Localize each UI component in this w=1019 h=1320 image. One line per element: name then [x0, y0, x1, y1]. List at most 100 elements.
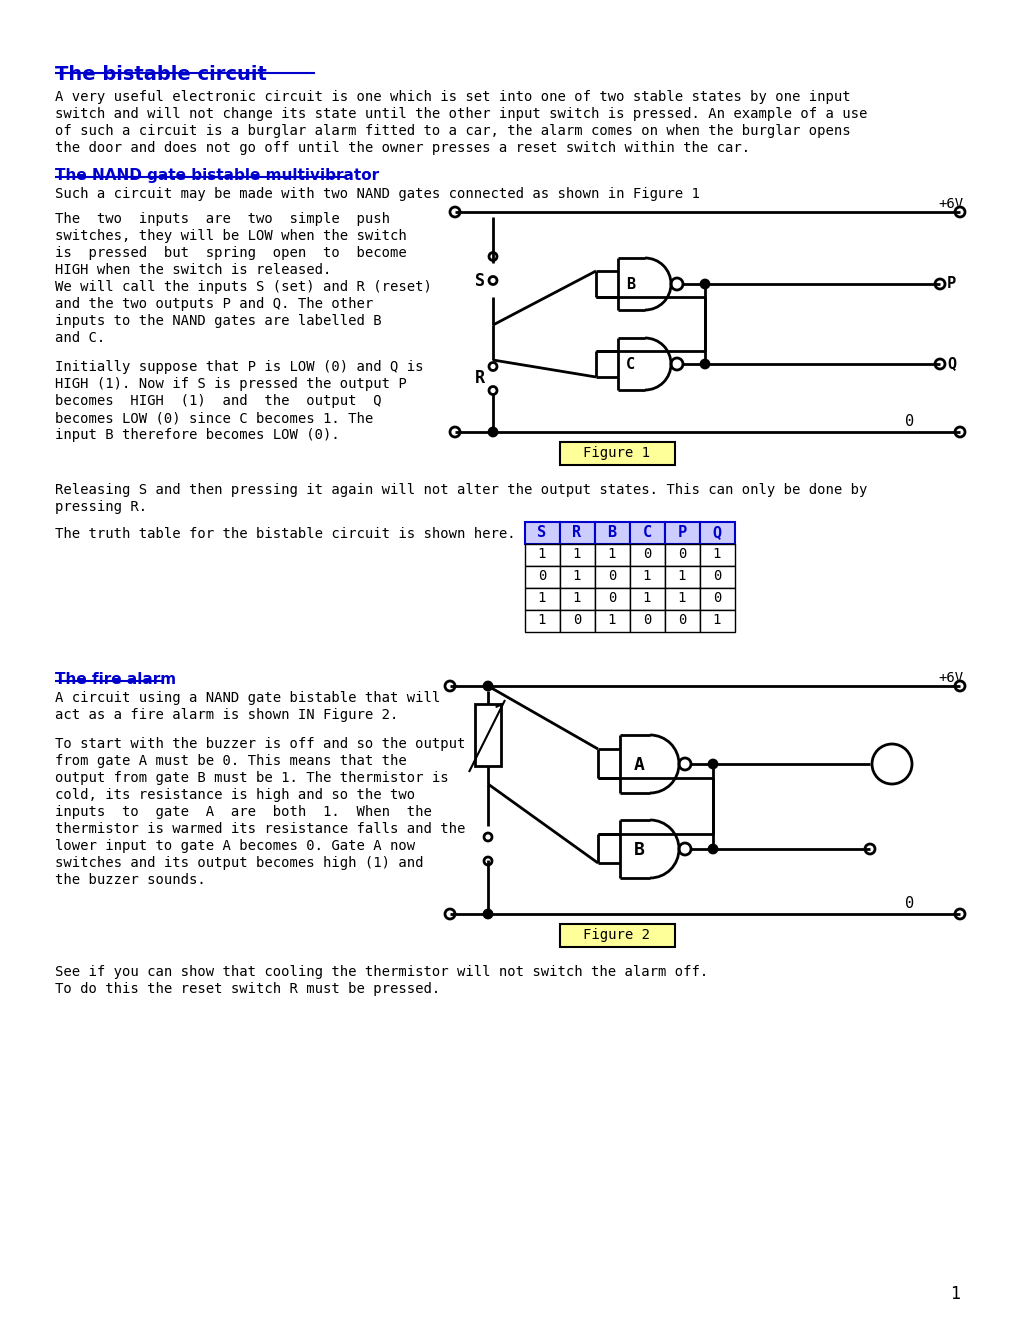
Text: and the two outputs P and Q. The other: and the two outputs P and Q. The other [55, 297, 373, 312]
Text: B: B [634, 841, 644, 859]
Circle shape [488, 428, 496, 436]
Text: 1: 1 [607, 612, 615, 627]
Text: from gate A must be 0. This means that the: from gate A must be 0. This means that t… [55, 754, 407, 768]
Text: The NAND gate bistable multivibrator: The NAND gate bistable multivibrator [55, 168, 379, 183]
Bar [699, 566, 735, 587]
Text: Q: Q [946, 356, 955, 371]
Bar [664, 544, 699, 566]
Bar [594, 566, 630, 587]
Text: The truth table for the bistable circuit is shown here.: The truth table for the bistable circuit… [55, 527, 516, 541]
Text: 1: 1 [537, 612, 545, 627]
Text: 1: 1 [607, 546, 615, 561]
Text: P: P [677, 525, 686, 540]
Bar [594, 521, 630, 544]
Text: 1: 1 [537, 591, 545, 605]
Bar [559, 566, 594, 587]
Text: R: R [572, 525, 581, 540]
Text: 0: 0 [904, 414, 913, 429]
Text: The bistable circuit: The bistable circuit [55, 65, 267, 84]
Bar [630, 521, 664, 544]
Bar [594, 610, 630, 632]
Bar [699, 610, 735, 632]
Bar [525, 587, 559, 610]
Text: HIGH (1). Now if S is pressed the output P: HIGH (1). Now if S is pressed the output… [55, 378, 407, 391]
Bar [594, 587, 630, 610]
Text: The  two  inputs  are  two  simple  push: The two inputs are two simple push [55, 213, 389, 226]
Text: 1: 1 [712, 546, 720, 561]
Bar [699, 544, 735, 566]
Bar [525, 566, 559, 587]
Text: Such a circuit may be made with two NAND gates connected as shown in Figure 1: Such a circuit may be made with two NAND… [55, 187, 699, 201]
Bar [664, 610, 699, 632]
Text: inputs  to  gate  A  are  both  1.  When  the: inputs to gate A are both 1. When the [55, 805, 431, 818]
Text: The fire alarm: The fire alarm [55, 672, 176, 686]
Text: 0: 0 [607, 591, 615, 605]
Text: the door and does not go off until the owner presses a reset switch within the c: the door and does not go off until the o… [55, 141, 749, 154]
Text: +6V: +6V [937, 197, 962, 211]
Text: S: S [475, 272, 484, 290]
Bar [559, 924, 675, 946]
Text: output from gate B must be 1. The thermistor is: output from gate B must be 1. The thermi… [55, 771, 448, 785]
Circle shape [484, 909, 491, 917]
Text: cold, its resistance is high and so the two: cold, its resistance is high and so the … [55, 788, 415, 803]
Bar [630, 544, 664, 566]
Text: 1: 1 [712, 612, 720, 627]
Text: We will call the inputs S (set) and R (reset): We will call the inputs S (set) and R (r… [55, 280, 431, 294]
Text: 1: 1 [573, 591, 581, 605]
Text: switches and its output becomes high (1) and: switches and its output becomes high (1)… [55, 855, 423, 870]
Text: thermistor is warmed its resistance falls and the: thermistor is warmed its resistance fall… [55, 822, 465, 836]
Text: Releasing S and then pressing it again will not alter the output states. This ca: Releasing S and then pressing it again w… [55, 483, 866, 498]
Bar [559, 587, 594, 610]
Circle shape [708, 760, 716, 768]
Text: becomes LOW (0) since C becomes 1. The: becomes LOW (0) since C becomes 1. The [55, 411, 373, 425]
Text: of such a circuit is a burglar alarm fitted to a car, the alarm comes on when th: of such a circuit is a burglar alarm fit… [55, 124, 850, 139]
Text: lower input to gate A becomes 0. Gate A now: lower input to gate A becomes 0. Gate A … [55, 840, 415, 853]
Text: 0: 0 [904, 896, 913, 911]
Text: 1: 1 [678, 569, 686, 583]
Text: C: C [642, 525, 651, 540]
Text: pressing R.: pressing R. [55, 500, 147, 513]
Text: and C.: and C. [55, 331, 105, 345]
Text: Initially suppose that P is LOW (0) and Q is: Initially suppose that P is LOW (0) and … [55, 360, 423, 374]
Text: Figure 2: Figure 2 [583, 928, 650, 942]
Text: 1: 1 [573, 569, 581, 583]
Text: 0: 0 [642, 612, 650, 627]
Text: 0: 0 [712, 569, 720, 583]
Text: Figure 1: Figure 1 [583, 446, 650, 459]
Bar [630, 587, 664, 610]
Bar [630, 566, 664, 587]
Bar [525, 610, 559, 632]
Bar [664, 587, 699, 610]
Text: R: R [475, 370, 484, 387]
Text: To do this the reset switch R must be pressed.: To do this the reset switch R must be pr… [55, 982, 440, 997]
Text: 0: 0 [712, 591, 720, 605]
Bar [699, 587, 735, 610]
Circle shape [700, 280, 708, 288]
Text: 1: 1 [642, 591, 650, 605]
Text: 0: 0 [607, 569, 615, 583]
Text: 0: 0 [537, 569, 545, 583]
Text: B: B [607, 525, 615, 540]
Text: 1: 1 [573, 546, 581, 561]
Text: switch and will not change its state until the other input switch is pressed. An: switch and will not change its state unt… [55, 107, 866, 121]
Text: 0: 0 [678, 612, 686, 627]
Text: 1: 1 [642, 569, 650, 583]
Circle shape [700, 360, 708, 368]
Bar [559, 610, 594, 632]
Text: HIGH when the switch is released.: HIGH when the switch is released. [55, 263, 331, 277]
Bar [664, 521, 699, 544]
Bar [664, 566, 699, 587]
Bar [525, 544, 559, 566]
Text: 0: 0 [678, 546, 686, 561]
Text: 1: 1 [537, 546, 545, 561]
Text: inputs to the NAND gates are labelled B: inputs to the NAND gates are labelled B [55, 314, 381, 327]
Text: 1: 1 [949, 1284, 959, 1303]
Text: Q: Q [711, 525, 720, 540]
Text: the buzzer sounds.: the buzzer sounds. [55, 873, 206, 887]
Text: S: S [537, 525, 546, 540]
Text: A: A [634, 756, 644, 774]
Text: switches, they will be LOW when the switch: switches, they will be LOW when the swit… [55, 228, 407, 243]
Bar [525, 521, 559, 544]
Text: +6V: +6V [937, 671, 962, 685]
Text: is  pressed  but  spring  open  to  become: is pressed but spring open to become [55, 246, 407, 260]
